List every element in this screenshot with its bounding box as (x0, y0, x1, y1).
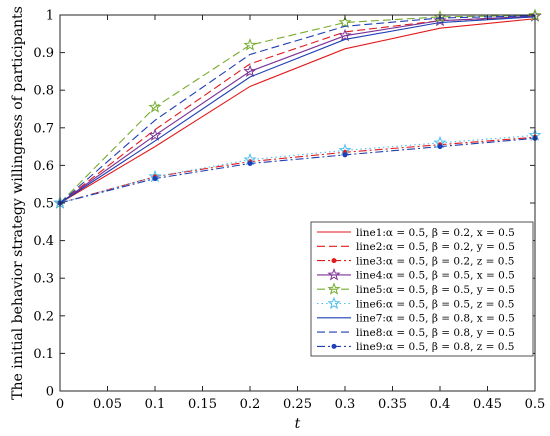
series-4-point (243, 64, 257, 78)
plot-frame (59, 14, 536, 392)
legend: line1:α = 0.5, β = 0.2, x = 0.5 line2:α =… (310, 221, 534, 357)
series-5-point (243, 38, 257, 51)
y-tick-label: 0 (46, 385, 54, 400)
legend-label: line6:α = 0.5, β = 0.5, z = 0.5 (356, 298, 514, 310)
x-tick-label: 0.35 (378, 397, 407, 412)
legend-label: line4:α = 0.5, β = 0.5, x = 0.5 (356, 270, 515, 282)
series-line-1 (59, 18, 536, 204)
series-5-point (148, 100, 162, 113)
legend-marker (327, 296, 341, 310)
series-4-point (148, 128, 162, 141)
legend-item: line3:α = 0.5, β = 0.2, z = 0.5 (317, 255, 514, 267)
y-tick-label: 0.4 (33, 234, 54, 249)
series-line-8 (59, 15, 536, 204)
legend-item: line7:α = 0.5, β = 0.8, x = 0.5 (317, 313, 515, 325)
y-tick-label: 0.8 (33, 84, 54, 99)
x-tick-label: 0.15 (188, 397, 217, 412)
x-tick-label: 0.25 (283, 397, 312, 412)
series-8 (59, 15, 536, 204)
x-tick-label: 0.2 (240, 397, 261, 412)
series-line-6 (59, 134, 536, 204)
series-4-point (338, 28, 352, 42)
y-tick-label: 0.3 (33, 272, 54, 287)
x-tick-label: 0.45 (473, 397, 502, 412)
legend-label: line5:α = 0.5, β = 0.5, y = 0.5 (356, 284, 515, 296)
legend-item: line4:α = 0.5, β = 0.5, x = 0.5 (317, 267, 515, 282)
series-9-point (437, 144, 443, 150)
x-tick-label: 0.3 (335, 397, 356, 412)
legend-item: line5:α = 0.5, β = 0.5, y = 0.5 (317, 282, 515, 296)
legend-marker (331, 343, 337, 349)
x-tick-label: 0 (56, 397, 64, 412)
y-tick-label: 0.6 (33, 159, 54, 174)
y-tick-label: 0.9 (33, 46, 54, 61)
legend-marker (331, 258, 337, 264)
x-tick-label: 0.4 (430, 397, 451, 412)
y-tick-label: 1 (46, 9, 54, 24)
legend-item: line2:α = 0.5, β = 0.2, y = 0.5 (317, 241, 515, 253)
legend-label: line8:α = 0.5, β = 0.8, y = 0.5 (356, 327, 515, 339)
legend-item: line9:α = 0.5, β = 0.8, z = 0.5 (317, 341, 514, 353)
series-7 (59, 16, 536, 204)
series-line-9 (59, 137, 536, 204)
legend-item: line1:α = 0.5, β = 0.2, x = 0.5 (317, 227, 515, 239)
series-line-4 (59, 15, 536, 204)
x-axis-label: t (295, 416, 301, 432)
series-5-point (338, 15, 352, 29)
series-1 (59, 18, 536, 204)
legend-label: line1:α = 0.5, β = 0.2, x = 0.5 (356, 227, 515, 239)
legend-marker (327, 267, 341, 281)
series-9-point (247, 161, 253, 167)
y-tick-label: 0.1 (33, 347, 54, 362)
series-line-5 (59, 14, 536, 204)
y-tick-label: 0.7 (33, 121, 54, 136)
x-tick-label: 0.1 (145, 397, 166, 412)
legend-item: line8:α = 0.5, β = 0.8, y = 0.5 (317, 327, 515, 339)
series-line-7 (59, 16, 536, 204)
series-9-point (152, 176, 158, 182)
legend-item: line6:α = 0.5, β = 0.5, z = 0.5 (317, 296, 514, 310)
legend-label: line7:α = 0.5, β = 0.8, x = 0.5 (356, 313, 515, 325)
ticks-layer: 0 0.05 0.1 0.15 0.2 0.25 0.3 0.35 0.4 0.45 0.5 0 0.1… (33, 9, 545, 413)
x-tick-label: 0.05 (93, 397, 122, 412)
y-axis-label: The initial behavior strategy willingnes… (10, 6, 26, 400)
legend-label: line9:α = 0.5, β = 0.8, z = 0.5 (356, 341, 514, 353)
y-tick-label: 0.2 (33, 309, 54, 324)
legend-marker (327, 282, 341, 295)
legend-label: line2:α = 0.5, β = 0.2, y = 0.5 (356, 241, 515, 253)
series-9-point (342, 152, 348, 158)
y-tick-label: 0.5 (33, 197, 54, 212)
legend-label: line3:α = 0.5, β = 0.2, z = 0.5 (356, 255, 514, 267)
x-tick-label: 0.5 (525, 397, 546, 412)
series-layer (53, 8, 542, 209)
